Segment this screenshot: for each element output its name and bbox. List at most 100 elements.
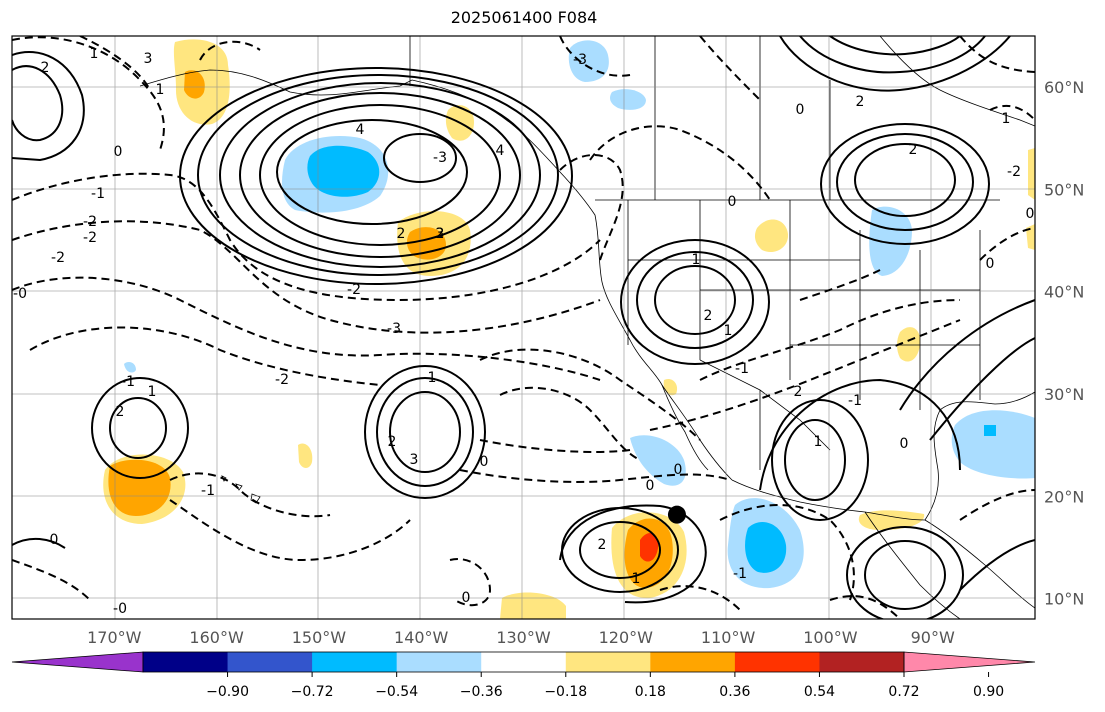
contour-label: 3 [410,452,419,468]
lat-tick-label: 10°N [1044,590,1084,609]
shade-negative-mid [984,425,996,436]
contour-label: 1 [148,384,157,400]
colorbar-segment [734,652,820,672]
lat-tick-label: 50°N [1044,180,1084,199]
colorbar-segment [227,652,313,672]
contour-label: -0 [113,601,127,617]
shade-negative-low [951,410,1035,479]
contour-label: 0 [1026,206,1035,222]
contour-label: 2 [388,434,397,450]
contour-label: -2 [1007,164,1021,180]
shade-positive-low [858,510,925,530]
contour-label: 2 [436,226,445,242]
contour-label: 0 [50,532,59,548]
negative-contours [12,36,1035,619]
lon-tick-label: 160°W [189,628,244,647]
contour-label: 1 [1002,111,1011,127]
contour-label: 4 [496,143,505,159]
contour-label: -1 [91,186,105,202]
contour-label: -2 [275,372,289,388]
contour-label: 1 [814,434,823,450]
contour-label: 0 [480,454,489,470]
plot-title: 2025061400 F084 [450,8,598,27]
colorbar-label: −0.54 [375,684,418,700]
colorbar-segment [312,652,398,672]
lon-tick-label: 90°W [911,628,955,647]
contour-label: 2 [397,226,406,242]
contour-label: 2 [116,404,125,420]
shade-positive-mid [406,227,446,260]
shade-positive-low [754,219,789,253]
contour-label: 1 [692,252,701,268]
lat-tick-label: 20°N [1044,487,1084,506]
contour-label: 0 [114,144,123,160]
lat-tick-labels: 10°N 20°N 30°N 40°N 50°N 60°N [1044,78,1084,608]
shade-negative-low [630,435,686,486]
colorbar-label: 0.54 [804,684,835,700]
contour-label: 0 [674,462,683,478]
shade-positive-low [500,592,566,619]
colorbar-segment [396,652,482,672]
contour-label: -3 [573,52,587,68]
shade-negative-low [869,206,912,276]
shade-positive-mid [184,70,205,99]
lon-tick-labels: 170°W 160°W 150°W 140°W 130°W 120°W 110°W 100°W… [87,628,955,647]
contour-label: -2 [83,230,97,246]
contour-label: -1 [848,393,862,409]
colorbar-segment [650,652,736,672]
lon-tick-label: 110°W [701,628,756,647]
colorbar-frame [142,651,905,673]
contour-label: -2 [51,250,65,266]
contour-label: 2 [909,142,918,158]
lon-tick-label: 140°W [394,628,449,647]
lon-tick-label: 150°W [292,628,347,647]
shade-negative-mid [745,521,787,573]
contour-label: -1 [121,374,135,390]
colorbar-label: −0.36 [460,684,503,700]
contour-label: -2 [83,214,97,230]
contour-label: 2 [704,308,713,324]
shade-positive-low [1028,148,1035,200]
lat-tick-label: 30°N [1044,385,1084,404]
shade-negative-mid [307,145,380,197]
contour-label: 2 [598,537,607,553]
shade-negative-low [124,362,136,373]
lat-tick-label: 40°N [1044,283,1084,302]
contour-label: 0 [462,590,471,606]
contour-label: 2 [794,384,803,400]
contour-label: -1 [201,483,215,499]
contour-label: 1 [724,323,733,339]
shade-positive-mid [108,459,171,516]
lon-tick-label: 100°W [803,628,858,647]
colorbar-label: −0.90 [206,684,249,700]
colorbar-label: 0.36 [719,684,750,700]
contour-label: -1 [735,361,749,377]
shade-positive-low [1026,224,1035,250]
shade-positive-low [298,443,313,468]
contour-label: 2 [856,94,865,110]
shade-positive-low [897,327,921,362]
colorbar-extend-high [903,651,1036,673]
contour-label: 0 [728,194,737,210]
colorbar-label: 0.72 [888,684,919,700]
contour-label: 1 [632,571,641,587]
contour-label: 0 [646,478,655,494]
contour-label: 3 [144,51,153,67]
map-frame [11,35,1036,620]
colorbar-segment [819,652,905,672]
colorbar-segment [143,652,229,672]
shade-positive-high [640,533,659,562]
contour-label: -1 [733,566,747,582]
lon-tick-label: 130°W [496,628,551,647]
gridlines [12,36,1035,619]
shade-negative-low [610,89,646,110]
lon-tick-label: 120°W [599,628,654,647]
contour-label: 0 [796,102,805,118]
colorbar-segment [565,652,651,672]
colorbar-label: 0.90 [973,684,1004,700]
colorbar-label: −0.72 [291,684,334,700]
contour-label: -2 [347,282,361,298]
contour-label: 1 [156,82,165,98]
